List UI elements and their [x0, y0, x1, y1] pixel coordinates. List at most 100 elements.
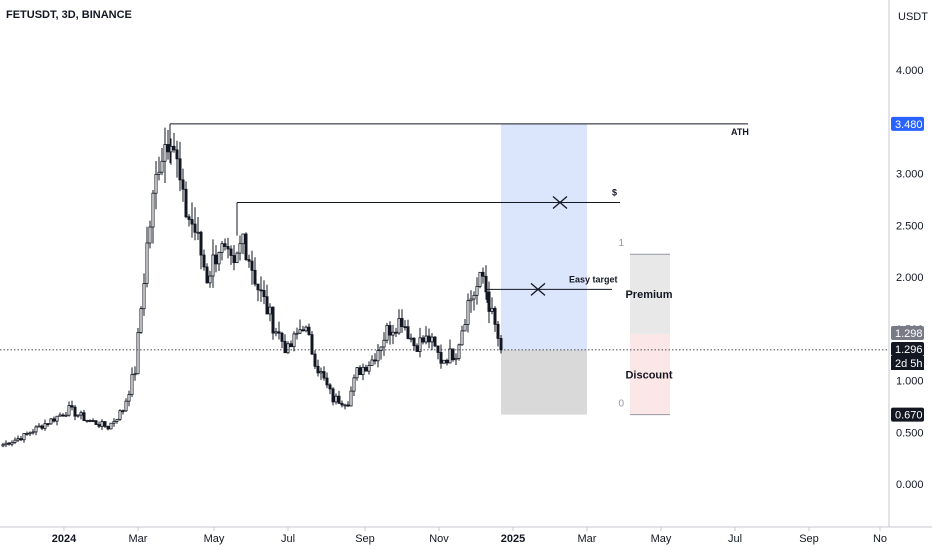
candle-body — [304, 326, 308, 332]
candle-body — [193, 223, 197, 233]
candle-body — [442, 359, 446, 364]
x-tick-label: Sep — [355, 533, 375, 545]
candle-body — [313, 353, 317, 367]
candle-body — [16, 438, 20, 441]
candle-body — [190, 219, 194, 225]
countdown-label: 2d 5h — [895, 358, 923, 370]
candle-body — [187, 216, 191, 220]
candle-body — [130, 374, 134, 395]
candle — [148, 220, 152, 249]
candle — [448, 339, 452, 364]
candle — [436, 345, 440, 360]
x-tick-label: May — [204, 533, 225, 545]
candle-body — [235, 252, 239, 264]
candle-body — [157, 171, 161, 175]
y-tick-label: 3.000 — [896, 169, 924, 181]
candle — [217, 251, 221, 272]
candle — [328, 383, 332, 395]
candle — [139, 306, 143, 334]
candle — [1, 442, 5, 448]
candle-body — [292, 333, 296, 348]
candle — [91, 418, 95, 423]
candle-body — [421, 337, 425, 343]
candle-body — [493, 307, 497, 325]
discount-zone — [630, 333, 670, 415]
candle-body — [274, 331, 278, 334]
candle — [184, 181, 188, 219]
candle — [334, 393, 338, 405]
candle — [406, 319, 410, 340]
candle — [391, 324, 395, 345]
countdown-tag: 2d 5h — [891, 356, 924, 370]
candle-body — [340, 402, 344, 406]
candle-body — [364, 366, 368, 372]
candle-body — [196, 231, 200, 234]
candle — [25, 431, 29, 436]
candle — [340, 400, 344, 408]
candle-body — [244, 233, 248, 260]
candle — [469, 290, 473, 313]
candle-body — [469, 298, 473, 302]
candle — [262, 280, 266, 305]
candle — [175, 140, 179, 178]
candle-body — [241, 233, 245, 245]
price-tag-label: 1.298 — [895, 328, 923, 340]
candle-body — [379, 346, 383, 351]
candle — [166, 130, 170, 160]
candle — [442, 359, 446, 364]
candle-body — [217, 252, 221, 265]
candle-body — [49, 418, 53, 425]
candle — [103, 421, 107, 429]
candle-body — [409, 337, 413, 340]
time-axis[interactable]: 2024 Mar May Jul Sep Nov 2025 Mar May Jul Sep No — [52, 527, 887, 545]
candle — [181, 168, 185, 202]
candle — [355, 367, 359, 381]
candle-body — [67, 405, 71, 416]
candle — [451, 348, 455, 362]
x-tick-label: 2024 — [52, 533, 77, 545]
candle-body — [19, 438, 23, 441]
candle-body — [256, 283, 260, 291]
candle-body — [445, 359, 449, 364]
candle-body — [70, 405, 74, 408]
candle-body — [328, 384, 332, 390]
candle — [433, 336, 437, 348]
candle-body — [226, 246, 230, 250]
candle-body — [1, 444, 5, 447]
candle — [295, 327, 299, 340]
chart-title: FETUSDT, 3D, BINANCE — [6, 9, 132, 21]
candle-body — [4, 442, 8, 446]
candle — [322, 366, 326, 381]
candle — [352, 374, 356, 397]
candle — [394, 327, 398, 338]
candle-body — [451, 348, 455, 361]
candle — [178, 141, 182, 192]
candle — [154, 160, 158, 210]
candle — [265, 284, 269, 315]
candle — [364, 364, 368, 372]
candle — [205, 263, 209, 284]
x-tick-label: Mar — [578, 533, 597, 545]
annotation-lines-layer: ATH $ Easy target — [0, 123, 889, 351]
candle — [106, 425, 110, 431]
candle-body — [118, 410, 122, 420]
candle — [343, 403, 347, 410]
candle-body — [64, 414, 68, 417]
candle-body — [94, 420, 98, 425]
candle-body — [319, 371, 323, 374]
candle — [367, 361, 371, 375]
candle — [199, 230, 203, 270]
candle-body — [97, 424, 101, 427]
candle-body — [475, 286, 479, 296]
candle — [415, 343, 419, 352]
candle — [376, 344, 380, 368]
candle — [193, 207, 197, 241]
candle — [253, 257, 257, 287]
candle — [274, 327, 278, 337]
candle-body — [460, 330, 464, 346]
candle — [163, 127, 167, 183]
candle-body — [250, 260, 254, 271]
x-tick-label: Jul — [281, 533, 295, 545]
